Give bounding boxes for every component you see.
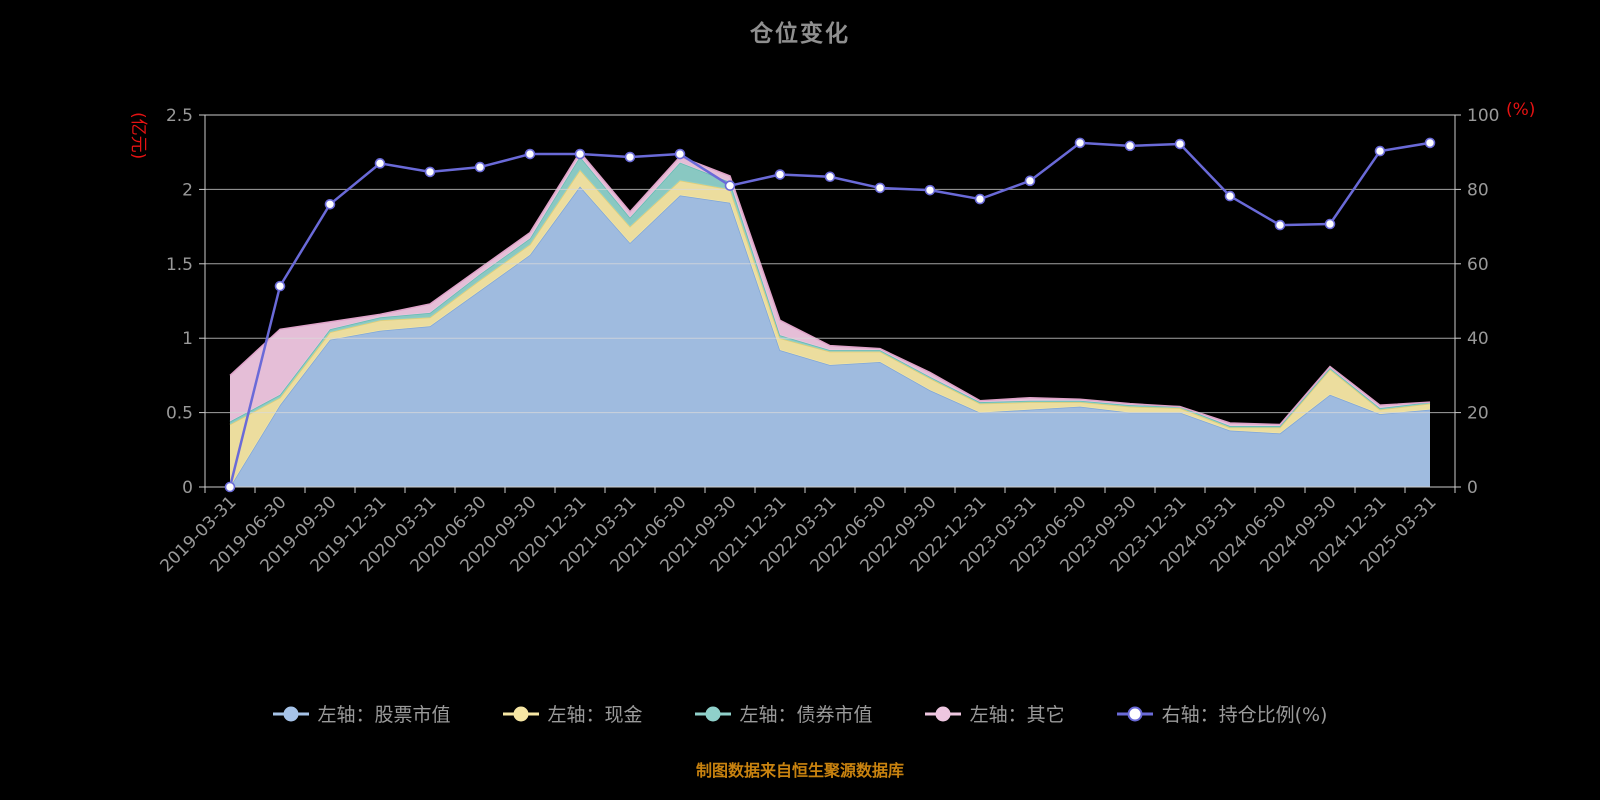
cash-series-marker-icon bbox=[502, 706, 539, 721]
ratio-marker bbox=[224, 481, 236, 493]
y-left-tick-label: 1.5 bbox=[166, 255, 193, 275]
ratio-marker bbox=[1274, 219, 1286, 231]
ratio-marker bbox=[974, 193, 986, 205]
legend-label: 右轴：持仓比例(%) bbox=[1161, 704, 1328, 726]
ratio-marker bbox=[674, 148, 686, 160]
y-left-tick-label: 0 bbox=[182, 478, 193, 498]
legend-label: 左轴：其它 bbox=[969, 704, 1065, 726]
legend-label: 左轴：现金 bbox=[547, 704, 643, 726]
legend: 左轴：股票市值 左轴：现金 左轴：债券市值 左轴：其它 右轴：持仓比例(%) bbox=[0, 700, 1600, 727]
y-left-tick-label: 0.5 bbox=[166, 404, 193, 424]
other-series-marker-icon bbox=[924, 706, 961, 721]
ratio-marker bbox=[824, 171, 836, 183]
ratio-marker bbox=[1424, 137, 1436, 149]
y-right-tick-label: 40 bbox=[1467, 329, 1489, 349]
ratio-marker bbox=[1174, 138, 1186, 150]
ratio-marker bbox=[1124, 140, 1136, 152]
y-left-tick-label: 2 bbox=[182, 180, 193, 200]
y-left-tick-label: 2.5 bbox=[166, 106, 193, 126]
legend-item-other[interactable]: 左轴：其它 bbox=[924, 700, 1065, 727]
ratio-marker bbox=[374, 158, 386, 169]
ratio-marker bbox=[274, 280, 286, 292]
legend-label: 左轴：股票市值 bbox=[317, 704, 451, 726]
chart-title: 仓位变化 bbox=[750, 21, 850, 47]
legend-item-stock[interactable]: 左轴：股票市值 bbox=[272, 700, 451, 727]
ratio-marker bbox=[874, 182, 886, 194]
ratio-marker bbox=[1074, 137, 1086, 149]
area-edge-other bbox=[229, 150, 1431, 426]
area-cash bbox=[230, 170, 1430, 487]
y-right-tick-label: 80 bbox=[1467, 180, 1489, 200]
stock-series-marker-icon bbox=[272, 706, 309, 721]
right-axis-unit-label: (%) bbox=[1506, 100, 1536, 120]
ratio-marker bbox=[324, 198, 336, 210]
y-right-tick-label: 20 bbox=[1467, 404, 1489, 424]
legend-label: 左轴：债券市值 bbox=[739, 704, 873, 726]
ratio-marker bbox=[424, 166, 436, 178]
ratio-marker bbox=[774, 169, 786, 180]
ratio-marker bbox=[524, 148, 536, 160]
ratio-marker bbox=[574, 148, 586, 160]
data-source-note: 制图数据来自恒生聚源数据库 bbox=[695, 761, 904, 780]
legend-item-bond[interactable]: 左轴：债券市值 bbox=[694, 700, 873, 727]
ratio-series-marker-icon bbox=[1116, 706, 1153, 721]
area-stock bbox=[230, 186, 1430, 487]
ratio-marker bbox=[1374, 145, 1386, 157]
ratio-marker bbox=[474, 161, 486, 173]
legend-item-cash[interactable]: 左轴：现金 bbox=[502, 700, 643, 727]
y-right-tick-label: 60 bbox=[1467, 255, 1489, 275]
plot-border bbox=[204, 114, 1456, 488]
ratio-marker bbox=[724, 180, 736, 191]
bond-series-marker-icon bbox=[694, 706, 731, 721]
y-left-tick-label: 1 bbox=[182, 329, 193, 349]
y-right-tick-label: 100 bbox=[1467, 106, 1499, 126]
legend-item-ratio[interactable]: 右轴：持仓比例(%) bbox=[1116, 700, 1328, 727]
ratio-marker bbox=[1224, 190, 1236, 202]
ratio-marker bbox=[1324, 218, 1336, 230]
y-right-tick-label: 0 bbox=[1467, 478, 1478, 498]
ratio-marker bbox=[924, 184, 936, 196]
ratio-marker bbox=[1024, 175, 1036, 187]
ratio-marker bbox=[624, 151, 636, 163]
